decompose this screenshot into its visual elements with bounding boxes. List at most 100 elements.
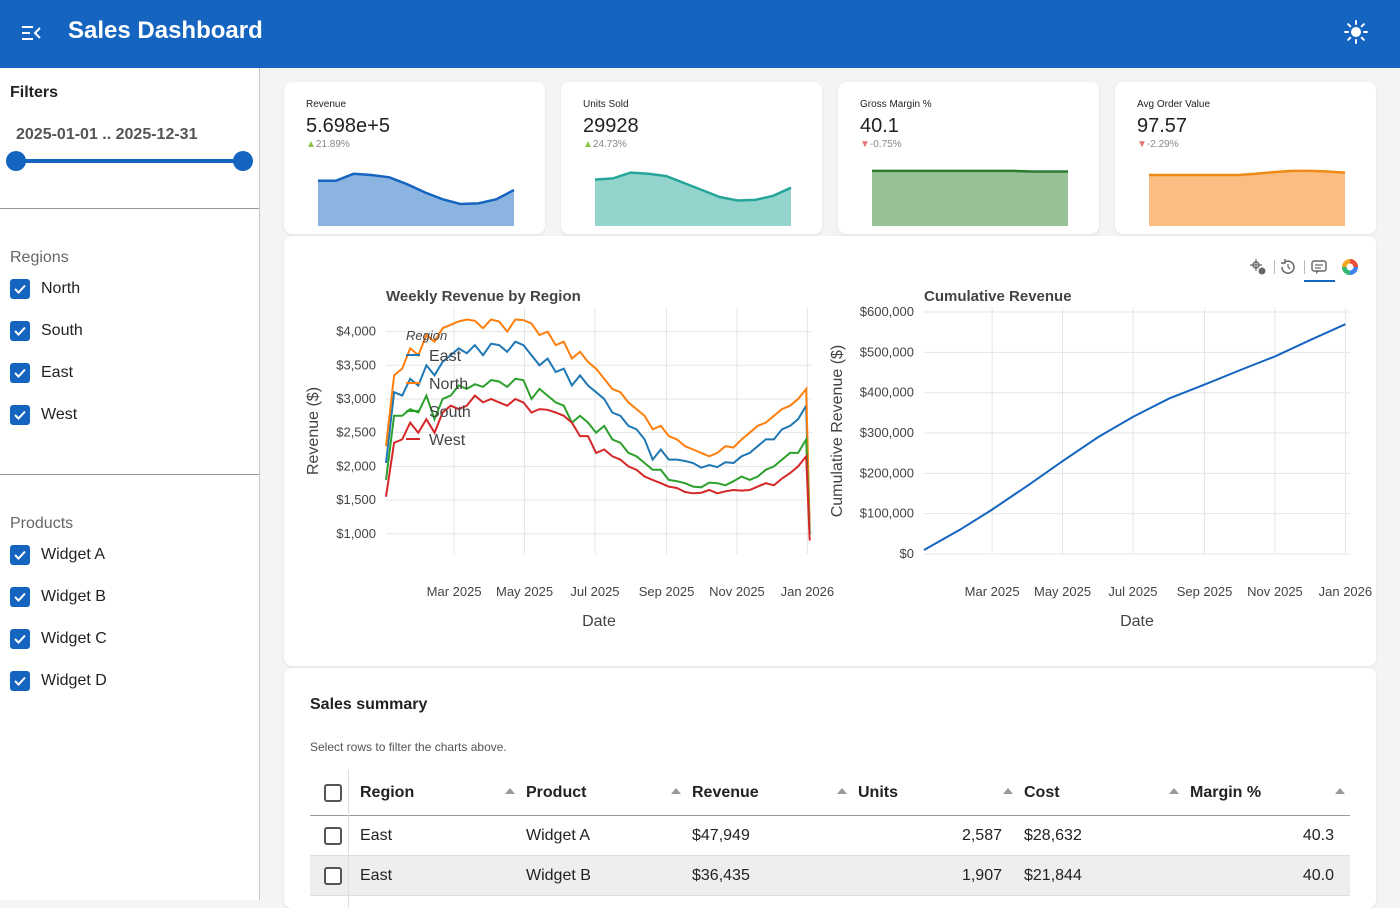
x-tick-label: Sep 2025 xyxy=(639,584,695,599)
table-subtitle: Select rows to filter the charts above. xyxy=(310,740,507,754)
series-line-south[interactable] xyxy=(385,377,811,534)
select-all-checkbox[interactable] xyxy=(324,784,342,802)
kpi-delta: ▼-0.75% xyxy=(860,139,902,150)
region-label: East xyxy=(41,364,74,381)
pan-zoom-icon[interactable] xyxy=(1247,256,1269,278)
legend-item[interactable]: West xyxy=(429,432,466,449)
series-line-east[interactable] xyxy=(385,340,811,534)
sort-icon[interactable] xyxy=(1335,788,1345,794)
checkbox-checked-icon[interactable] xyxy=(10,321,30,341)
trend-down-icon: ▼ xyxy=(1137,139,1147,150)
kpi-card-revenue: Revenue 5.698e+5 ▲21.89% xyxy=(284,82,545,234)
row-checkbox[interactable] xyxy=(324,827,342,845)
x-tick-label: Mar 2025 xyxy=(427,584,482,599)
sun-icon[interactable] xyxy=(1343,19,1369,45)
column-header-cost[interactable]: Cost xyxy=(1024,784,1060,801)
column-header-revenue[interactable]: Revenue xyxy=(692,784,759,801)
column-header-region[interactable]: Region xyxy=(360,784,415,801)
table-row[interactable]: East Widget A $47,949 2,587 $28,632 40.3 xyxy=(310,816,1350,856)
column-header-margin[interactable]: Margin % xyxy=(1190,784,1262,801)
column-header-units[interactable]: Units xyxy=(858,784,898,801)
region-checkbox-south[interactable]: South xyxy=(10,321,83,341)
kpi-card-avg-order-value: Avg Order Value 97.57 ▼-2.29% xyxy=(1115,82,1376,234)
column-header-product[interactable]: Product xyxy=(526,784,587,801)
cumulative-revenue-chart[interactable]: Cumulative Revenue Mar 2025 May 2025 Jul 20… xyxy=(829,288,1372,630)
x-axis-label: Date xyxy=(582,613,616,630)
table-cell: $28,632 xyxy=(1024,827,1082,844)
table-row[interactable]: East Widget B $36,435 1,907 $21,844 40.0 xyxy=(310,856,1350,896)
sort-icon[interactable] xyxy=(671,788,681,794)
row-checkbox[interactable] xyxy=(324,867,342,885)
legend-item[interactable]: East xyxy=(429,348,462,365)
x-tick-label: Nov 2025 xyxy=(1247,584,1303,599)
x-tick-label: Sep 2025 xyxy=(1177,584,1233,599)
reset-icon[interactable] xyxy=(1277,256,1299,278)
kpi-sparkline xyxy=(1149,169,1346,226)
kpi-card-units-sold: Units Sold 29928 ▲24.73% xyxy=(561,82,822,234)
date-slider-end-handle[interactable] xyxy=(233,151,253,171)
kpi-delta: ▲21.89% xyxy=(306,139,350,150)
kpi-delta-value: -0.75% xyxy=(869,139,902,150)
series-line-cumulative[interactable] xyxy=(923,323,1346,551)
checkbox-checked-icon[interactable] xyxy=(10,405,30,425)
product-checkbox-widget-c[interactable]: Widget C xyxy=(10,629,107,649)
sort-icon[interactable] xyxy=(1003,788,1013,794)
legend-item[interactable]: South xyxy=(429,404,471,421)
product-label: Widget A xyxy=(41,546,106,563)
product-checkbox-widget-d[interactable]: Widget D xyxy=(10,671,107,691)
checkbox-checked-icon[interactable] xyxy=(10,363,30,383)
toolbar-divider xyxy=(1274,260,1275,274)
kpi-card-gross-margin: Gross Margin % 40.1 ▼-0.75% xyxy=(838,82,1099,234)
charts-canvas[interactable]: Weekly Revenue by Region Mar 2025 May 2025… xyxy=(284,236,1376,666)
region-checkbox-west[interactable]: West xyxy=(10,405,77,425)
table-cell: $36,435 xyxy=(692,867,750,884)
kpi-value: 29928 xyxy=(583,115,639,137)
kpi-sparkline xyxy=(318,172,515,226)
region-checkbox-east[interactable]: East xyxy=(10,363,73,383)
product-checkbox-widget-a[interactable]: Widget A xyxy=(10,545,105,565)
chart-title: Cumulative Revenue xyxy=(924,288,1072,305)
chart-title: Weekly Revenue by Region xyxy=(386,288,581,305)
hover-tooltip-icon[interactable] xyxy=(1308,256,1330,278)
sparkline-area xyxy=(595,172,791,226)
kpi-label: Gross Margin % xyxy=(860,99,932,110)
product-checkbox-widget-b[interactable]: Widget B xyxy=(10,587,106,607)
checkbox-checked-icon[interactable] xyxy=(10,279,30,299)
date-slider-start-handle[interactable] xyxy=(6,151,26,171)
kpi-delta-value: 24.73% xyxy=(592,139,627,150)
series-line-west[interactable] xyxy=(385,394,811,541)
y-axis-label: Cumulative Revenue ($) xyxy=(829,345,846,518)
checkbox-checked-icon[interactable] xyxy=(10,671,30,691)
table-cell: East xyxy=(360,867,393,884)
y-tick-label: $0 xyxy=(900,546,914,561)
date-range-slider[interactable] xyxy=(16,159,243,163)
checkbox-checked-icon[interactable] xyxy=(10,545,30,565)
y-tick-label: $4,000 xyxy=(336,324,376,339)
column-divider xyxy=(348,770,349,908)
legend-item[interactable]: North xyxy=(429,376,468,393)
product-label: Widget D xyxy=(41,672,107,689)
table-cell: $47,949 xyxy=(692,827,750,844)
kpi-label: Revenue xyxy=(306,99,347,110)
weekly-revenue-chart[interactable]: Weekly Revenue by Region Mar 2025 May 2025… xyxy=(305,288,834,630)
x-tick-label: May 2025 xyxy=(1034,584,1091,599)
checkbox-checked-icon[interactable] xyxy=(10,587,30,607)
region-checkbox-north[interactable]: North xyxy=(10,279,80,299)
active-tool-indicator xyxy=(1304,280,1335,282)
bokeh-logo-icon[interactable] xyxy=(1339,256,1361,278)
y-tick-label: $500,000 xyxy=(860,344,914,359)
table-cell: 40.3 xyxy=(1302,827,1334,844)
menu-collapse-icon[interactable] xyxy=(21,23,43,43)
region-label: North xyxy=(41,280,81,297)
sort-icon[interactable] xyxy=(1169,788,1179,794)
kpi-sparkline xyxy=(594,171,792,226)
series-line-north[interactable] xyxy=(385,318,811,528)
divider xyxy=(0,208,259,209)
x-tick-label: Nov 2025 xyxy=(709,584,765,599)
sort-icon[interactable] xyxy=(505,788,515,794)
checkbox-checked-icon[interactable] xyxy=(10,629,30,649)
sort-icon[interactable] xyxy=(837,788,847,794)
table-title: Sales summary xyxy=(310,696,428,713)
trend-down-icon: ▼ xyxy=(860,139,870,150)
y-tick-label: $200,000 xyxy=(860,465,914,480)
